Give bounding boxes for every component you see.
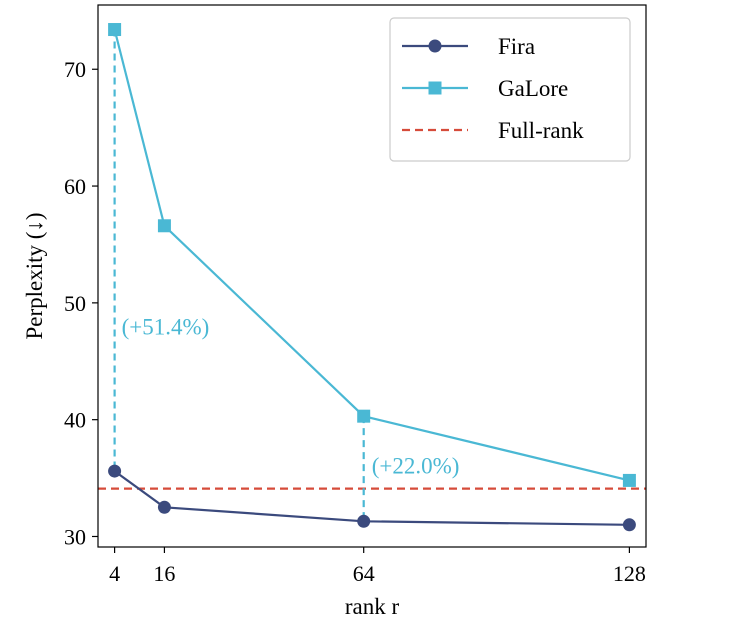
x-tick-label: 4 [109, 561, 120, 586]
data-point-fira [157, 500, 171, 514]
series-line-fira [113, 470, 630, 526]
data-point-fira [108, 464, 122, 478]
legend-marker [428, 39, 442, 53]
annotation-label: (+22.0%) [372, 453, 460, 478]
data-point-galore [108, 23, 122, 37]
data-point-galore [357, 409, 371, 423]
legend-box [389, 17, 631, 162]
y-tick-label: 50 [64, 291, 86, 316]
x-axis: 4 16 64 128 [109, 547, 646, 586]
annotation-label: (+51.4%) [122, 314, 210, 339]
y-tick-label: 40 [64, 408, 86, 433]
data-point-fira [622, 518, 636, 532]
plot-layer: (+51.4%) (+22.0%) [98, 23, 646, 532]
x-tick-label: 128 [613, 561, 646, 586]
legend-marker [428, 81, 442, 95]
legend: Fira GaLore Full-rank [389, 17, 631, 162]
legend-label: GaLore [498, 76, 568, 101]
x-tick-label: 16 [153, 561, 175, 586]
data-point-galore [157, 219, 171, 233]
data-point-fira [357, 514, 371, 528]
series-line-galore [113, 29, 630, 482]
legend-label: Full-rank [498, 118, 584, 143]
x-tick-label: 64 [353, 561, 375, 586]
x-axis-title: rank r [345, 594, 400, 619]
plot-frame [97, 4, 647, 548]
y-tick-label: 70 [64, 57, 86, 82]
legend-label: Fira [498, 34, 535, 59]
y-axis-title: Perplexity (↓) [22, 212, 47, 339]
data-point-galore [622, 473, 636, 487]
y-axis: 30 40 50 60 70 [64, 57, 98, 549]
y-tick-label: 30 [64, 524, 86, 549]
y-tick-label: 60 [64, 174, 86, 199]
